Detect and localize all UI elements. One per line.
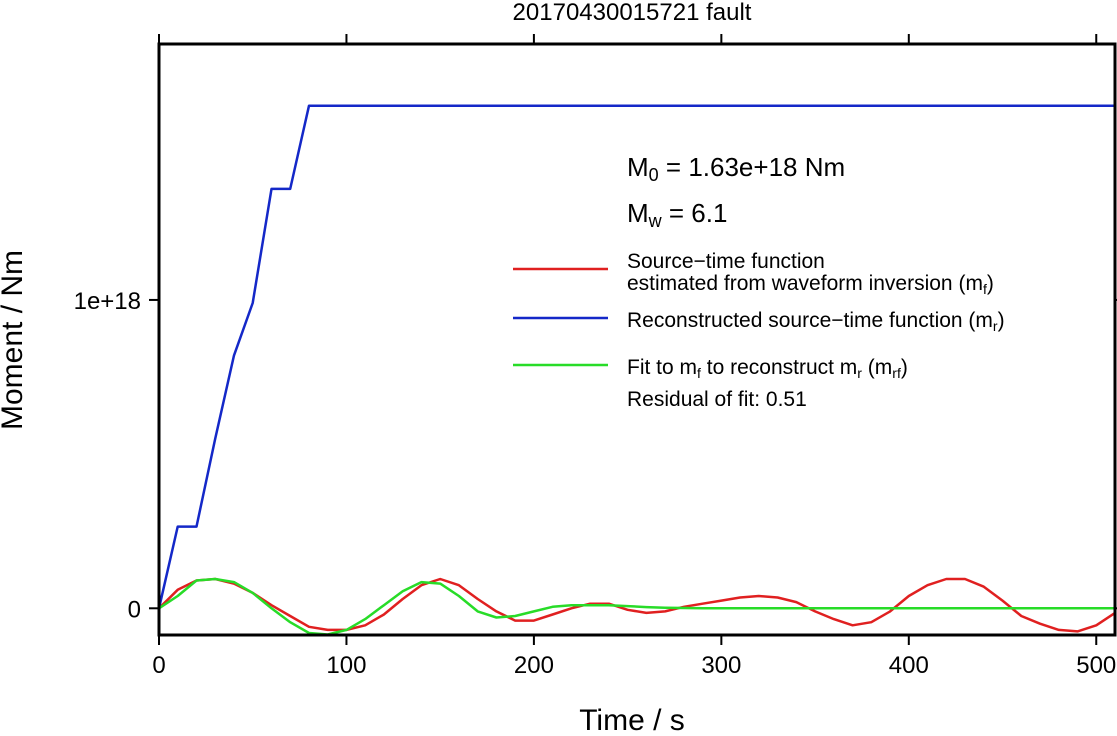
legend-label-mrf: Fit to mf to reconstruct mr (mrf) (627, 356, 908, 381)
x-axis: 0 100 200 300 400 500 (152, 34, 1116, 679)
m0-annotation: M0 = 1.63e+18 Nm (627, 152, 845, 185)
series-layer (157, 104, 1116, 636)
chart-title: 20170430015721 fault (513, 0, 752, 26)
y-tick-label: 0 (128, 596, 141, 623)
x-tick-label: 400 (889, 652, 929, 679)
x-tick-label: 100 (326, 652, 366, 679)
series-line-mr (157, 104, 1115, 609)
y-axis: 0 1e+18 (74, 288, 1117, 623)
y-axis-label: Moment / Nm (0, 250, 29, 430)
legend-label-mr: Reconstructed source−time function (mr) (627, 309, 1005, 334)
series-line-mrf (158, 577, 1115, 636)
series-line-mf (158, 577, 1116, 633)
annotations: M0 = 1.63e+18 Nm Mw = 6.1 Residual of fit:… (627, 152, 845, 411)
legend-label-mf: Source−time function (627, 250, 825, 273)
x-tick-label: 200 (514, 652, 554, 679)
x-tick-label: 300 (701, 652, 741, 679)
x-tick-label: 0 (152, 652, 165, 679)
mw-annotation: Mw = 6.1 (627, 198, 727, 231)
plot-frame (157, 42, 1117, 637)
x-axis-label: Time / s (579, 704, 685, 736)
x-tick-label: 500 (1076, 652, 1116, 679)
y-tick-label: 1e+18 (74, 288, 141, 315)
legend-label-mf: estimated from waveform inversion (mf) (627, 272, 994, 297)
residual-annotation: Residual of fit: 0.51 (627, 388, 807, 411)
